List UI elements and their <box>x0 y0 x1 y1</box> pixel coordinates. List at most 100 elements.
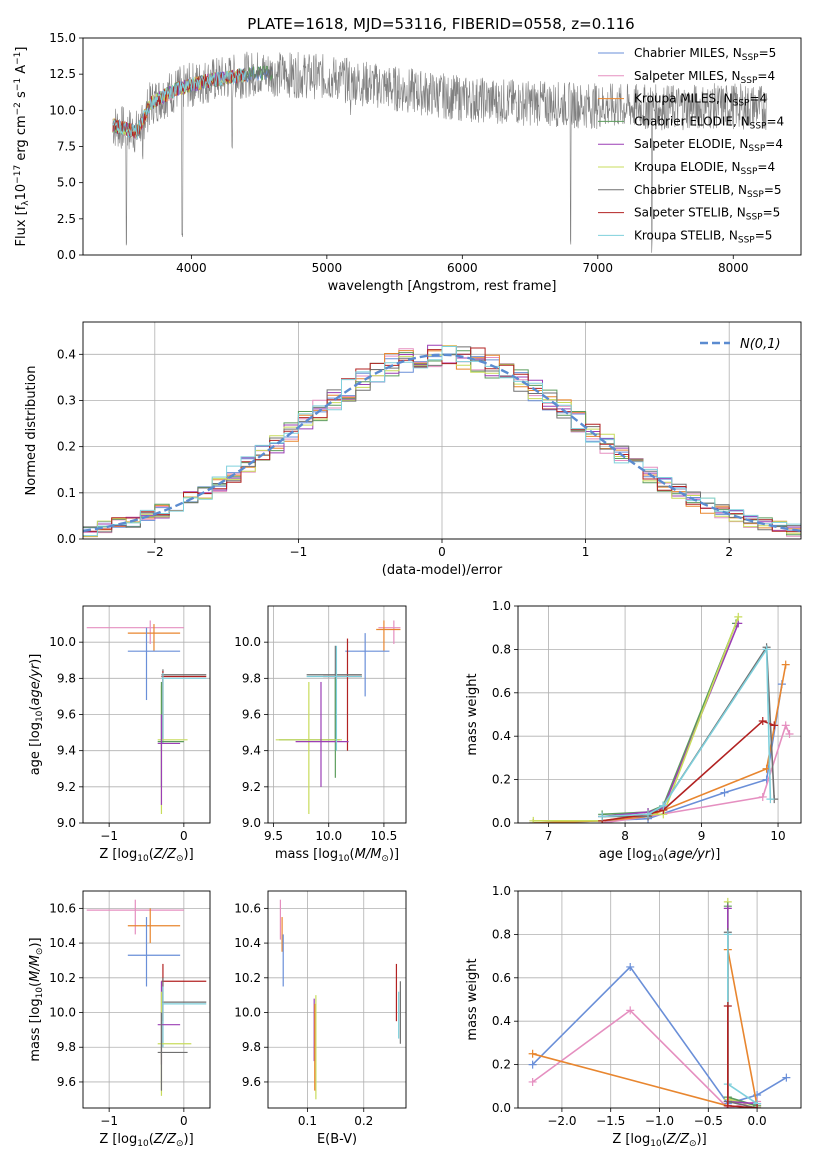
x-tick-label: −2.0 <box>547 1114 576 1128</box>
x-tick-label: 1 <box>582 545 590 559</box>
x-tick-label: 10 <box>770 829 785 843</box>
weight-marker <box>766 795 775 804</box>
x-axis-label-part: ⊙ <box>689 1139 697 1149</box>
x-axis-label-part: )] <box>697 1132 707 1147</box>
y-axis-label-part: )] <box>28 654 43 664</box>
y-axis-label-part: Flux [f <box>14 205 29 246</box>
plot-area <box>112 51 768 253</box>
plot-area <box>86 620 207 814</box>
x-tick-label: −2 <box>146 545 164 559</box>
y-axis-label-part: mass weight <box>465 673 480 755</box>
y-tick-label: 10.0 <box>49 1006 76 1020</box>
x-axis-label-part: ( <box>663 847 668 862</box>
x-tick-label: −1.5 <box>596 1114 625 1128</box>
plots-container: 4000 5000 6000 7000 80000.02.55.07.510.012.5… <box>13 31 802 1149</box>
legend-entry: Salpeter ELODIE, NSSP=4 <box>634 137 783 154</box>
legend-entry: Chabrier MILES, NSSP=5 <box>634 46 776 63</box>
x-axis-label-part: 10 <box>652 854 664 864</box>
weight-line <box>727 908 758 1105</box>
weight-line <box>727 901 758 1107</box>
x-tick-label: −1.0 <box>645 1114 674 1128</box>
legend-entry: Salpeter STELIB, NSSP=5 <box>634 206 780 223</box>
weight-line <box>602 644 775 818</box>
x-axis-label-part: 10 <box>137 854 149 864</box>
weight-marker <box>723 930 732 939</box>
x-tick-label: −1 <box>100 1114 118 1128</box>
axes-frame <box>82 37 802 256</box>
axes-frame <box>267 605 407 824</box>
y-tick-label: 0.6 <box>492 971 511 985</box>
weight-marker <box>626 1006 635 1015</box>
legend-tail: =5 <box>759 46 777 60</box>
x-axis-label-part: (data-model)/error <box>382 563 503 578</box>
y-tick-label: 0.8 <box>492 927 511 941</box>
weight-marker <box>723 1002 732 1011</box>
legend-entry: Chabrier STELIB, NSSP=5 <box>634 183 782 200</box>
x-tick-label: −1 <box>100 829 118 843</box>
y-axis-label-part: −1 <box>13 52 23 65</box>
weight-marker <box>720 788 729 797</box>
panel-weight_vs_Z: −2.0 −1.5 −1.0 −0.5 0.0 0.0 0.2 0.4 0.6 0.8 1.0 Z [… <box>465 884 802 1149</box>
y-tick-label: 0.1 <box>57 486 76 500</box>
weight-line <box>727 906 758 1107</box>
panel-age_vs_mass: 9.5 10.0 10.5 9.0 9.2 9.4 9.6 9.8 10.0 mass [log1… <box>234 605 407 864</box>
y-tick-label: 10.0 <box>49 103 76 117</box>
y-axis-label-part: A <box>14 65 29 78</box>
weight-marker <box>528 1060 537 1069</box>
y-tick-label: 9.8 <box>57 1040 76 1054</box>
x-axis-label: Z [log10(Z/Z⊙)] <box>99 1132 193 1149</box>
x-axis-label-part: mass [log <box>275 847 338 862</box>
x-axis-label-part: age/yr <box>668 847 711 862</box>
x-tick-label: 6000 <box>447 261 478 275</box>
y-tick-label: 9.8 <box>242 1040 261 1054</box>
legend-sub: SSP <box>750 121 767 131</box>
axes-frame <box>82 321 802 540</box>
y-axis-label-part: 10 <box>14 184 29 201</box>
weight-marker <box>753 1104 762 1108</box>
y-tick-label: 9.8 <box>57 671 76 685</box>
x-axis-label-part: )] <box>184 847 194 862</box>
y-axis-label-part: ( <box>28 706 43 711</box>
plot-area <box>279 899 401 1100</box>
y-tick-label: 0.4 <box>57 347 76 361</box>
legend-entry: Kroupa ELODIE, NSSP=4 <box>634 160 775 177</box>
legend-tail: =4 <box>757 160 775 174</box>
y-axis-label: Flux [fλ10−17 erg cm−2 s−1 A−1] <box>13 47 31 247</box>
weight-marker <box>529 816 538 823</box>
legend-tail: =5 <box>764 183 782 197</box>
y-axis-label-part: age/yr <box>28 662 43 705</box>
legend-sub: SSP <box>746 213 763 223</box>
y-axis-label-part: Normed distribution <box>24 366 39 496</box>
weight-marker <box>659 801 668 810</box>
y-tick-label: 10.0 <box>234 635 261 649</box>
weight-marker <box>781 721 790 730</box>
x-axis-label: E(B-V) <box>317 1132 357 1147</box>
y-axis-label-part: mass weight <box>465 958 480 1040</box>
weight-marker <box>782 1073 791 1082</box>
plot-area <box>86 899 207 1096</box>
x-axis-label-part: ( <box>149 847 154 862</box>
normal-reference-curve <box>83 353 801 533</box>
weight-marker <box>598 812 607 821</box>
x-axis-label-part: Z [log <box>612 1132 650 1147</box>
legend-entry: Chabrier ELODIE, NSSP=4 <box>634 114 784 131</box>
y-axis-label-part: −1 <box>13 78 23 91</box>
axes-frame <box>82 605 211 824</box>
x-axis-label-part: )] <box>184 1132 194 1147</box>
x-tick-label: 0 <box>180 1114 188 1128</box>
x-axis-label-part: 10 <box>137 1139 149 1149</box>
x-tick-label: 10.5 <box>371 829 398 843</box>
legend-sub: SSP <box>738 235 755 245</box>
y-tick-label: 0.4 <box>492 729 511 743</box>
y-tick-label: 9.0 <box>242 816 261 830</box>
weight-marker <box>644 810 653 819</box>
weight-marker <box>781 660 790 669</box>
x-axis-label-part: wavelength [Angstrom, rest frame] <box>328 279 557 294</box>
legend-sub: SSP <box>748 144 765 154</box>
weight-marker <box>723 904 732 913</box>
x-axis-label: mass [log10(M/M⊙)] <box>275 847 399 864</box>
grid-lines <box>518 605 801 824</box>
legend-text: Chabrier MILES, N <box>634 46 742 60</box>
y-tick-label: 0.3 <box>57 393 76 407</box>
